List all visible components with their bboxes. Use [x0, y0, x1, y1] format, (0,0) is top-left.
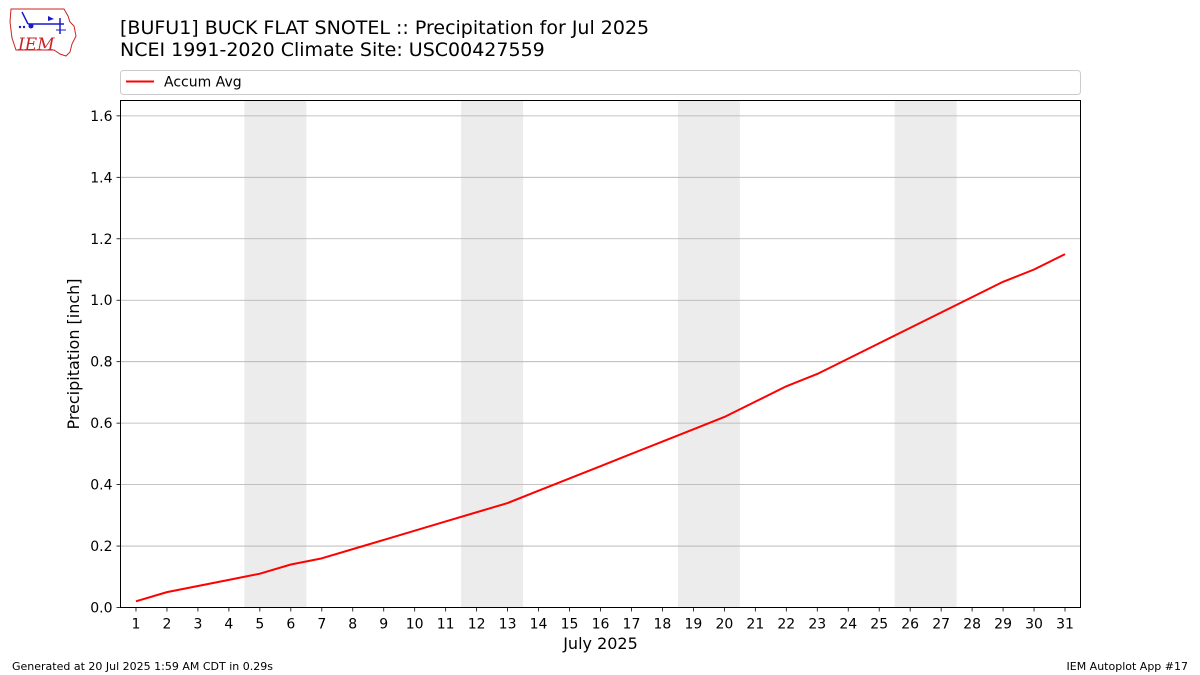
data-point — [569, 477, 571, 479]
data-point — [321, 557, 323, 559]
data-point — [692, 428, 694, 430]
data-point — [135, 600, 137, 602]
x-tick-label: 7 — [317, 617, 326, 633]
x-tick-label: 10 — [406, 617, 424, 633]
x-tick-label: 14 — [530, 617, 548, 633]
x-tick-label: 11 — [437, 617, 455, 633]
data-point — [166, 591, 168, 593]
x-tick-label: 30 — [1025, 617, 1043, 633]
x-tick-label: 28 — [963, 617, 981, 633]
x-tick-label: 19 — [684, 617, 702, 633]
footer-generated-text: Generated at 20 Jul 2025 1:59 AM CDT in … — [12, 660, 273, 673]
x-tick-label: 16 — [592, 617, 610, 633]
data-point — [476, 511, 478, 513]
x-tick-label: 17 — [623, 617, 641, 633]
data-point — [538, 490, 540, 492]
series-line-accum-avg — [135, 253, 1066, 603]
data-point — [940, 312, 942, 314]
y-tick-label: 0.2 — [90, 539, 112, 555]
x-tick-label: 2 — [162, 617, 171, 633]
x-axis-label: July 2025 — [562, 634, 638, 653]
x-tick-label: 9 — [379, 617, 388, 633]
x-tick-label: 12 — [468, 617, 486, 633]
data-point — [228, 579, 230, 581]
x-tick-label: 24 — [839, 617, 857, 633]
data-point — [909, 327, 911, 329]
x-tick-label: 23 — [808, 617, 826, 633]
x-tick-label: 1 — [132, 617, 141, 633]
data-point — [754, 401, 756, 403]
weekend-band — [244, 100, 307, 608]
x-tick-label: 22 — [777, 617, 795, 633]
y-axis-label: Precipitation [inch] — [64, 278, 83, 429]
x-tick-label: 13 — [499, 617, 517, 633]
chart-subtitle: NCEI 1991-2020 Climate Site: USC00427559 — [120, 39, 545, 61]
x-tick-label: 27 — [932, 617, 950, 633]
data-point — [600, 465, 602, 467]
data-point — [630, 453, 632, 455]
x-tick-label: 26 — [901, 617, 919, 633]
data-point — [661, 441, 663, 443]
legend-box — [120, 70, 1081, 95]
weekend-band — [461, 100, 524, 608]
x-tick-label: 29 — [994, 617, 1012, 633]
x-tick-label: 18 — [654, 617, 672, 633]
data-point — [878, 342, 880, 344]
data-point — [445, 520, 447, 522]
y-tick-label: 1.4 — [90, 170, 112, 186]
y-tick-label: 0.6 — [90, 416, 112, 432]
y-tick-label: 1.2 — [90, 232, 112, 248]
chart-title: [BUFU1] BUCK FLAT SNOTEL :: Precipitatio… — [120, 17, 650, 39]
data-point — [414, 530, 416, 532]
x-tick-label: 5 — [255, 617, 264, 633]
iem-logo: IEM — [9, 8, 77, 57]
data-point — [785, 385, 787, 387]
data-point — [383, 539, 385, 541]
data-point — [507, 502, 509, 504]
data-point — [259, 573, 261, 575]
data-point — [723, 416, 725, 418]
plot-frame — [120, 100, 1081, 608]
data-point — [1064, 253, 1066, 255]
legend: Accum Avg — [120, 70, 1081, 95]
y-tick-label: 0.0 — [90, 601, 112, 617]
data-point — [197, 585, 199, 587]
y-tick-label: 1.6 — [90, 109, 112, 125]
logo-text: IEM — [17, 35, 55, 55]
x-tick-label: 3 — [193, 617, 202, 633]
x-tick-label: 25 — [870, 617, 888, 633]
weekend-band — [894, 100, 957, 608]
data-point — [971, 296, 973, 298]
data-point — [816, 373, 818, 375]
data-point — [352, 548, 354, 550]
weekend-band — [677, 100, 740, 608]
x-tick-label: 21 — [746, 617, 764, 633]
x-tick-label: 15 — [561, 617, 579, 633]
footer-app-text: IEM Autoplot App #17 — [1066, 660, 1189, 673]
y-tick-label: 0.8 — [90, 355, 112, 371]
data-point — [1033, 269, 1035, 271]
x-tick-label: 4 — [224, 617, 233, 633]
x-tick-label: 6 — [286, 617, 295, 633]
data-point — [290, 563, 292, 565]
x-tick-label: 8 — [348, 617, 357, 633]
data-point — [847, 358, 849, 360]
y-tick-label: 1.0 — [90, 293, 112, 309]
data-point — [1002, 281, 1004, 283]
y-tick-label: 0.4 — [90, 478, 112, 494]
legend-label: Accum Avg — [164, 75, 242, 91]
x-tick-label: 31 — [1056, 617, 1074, 633]
x-tick-label: 20 — [715, 617, 733, 633]
